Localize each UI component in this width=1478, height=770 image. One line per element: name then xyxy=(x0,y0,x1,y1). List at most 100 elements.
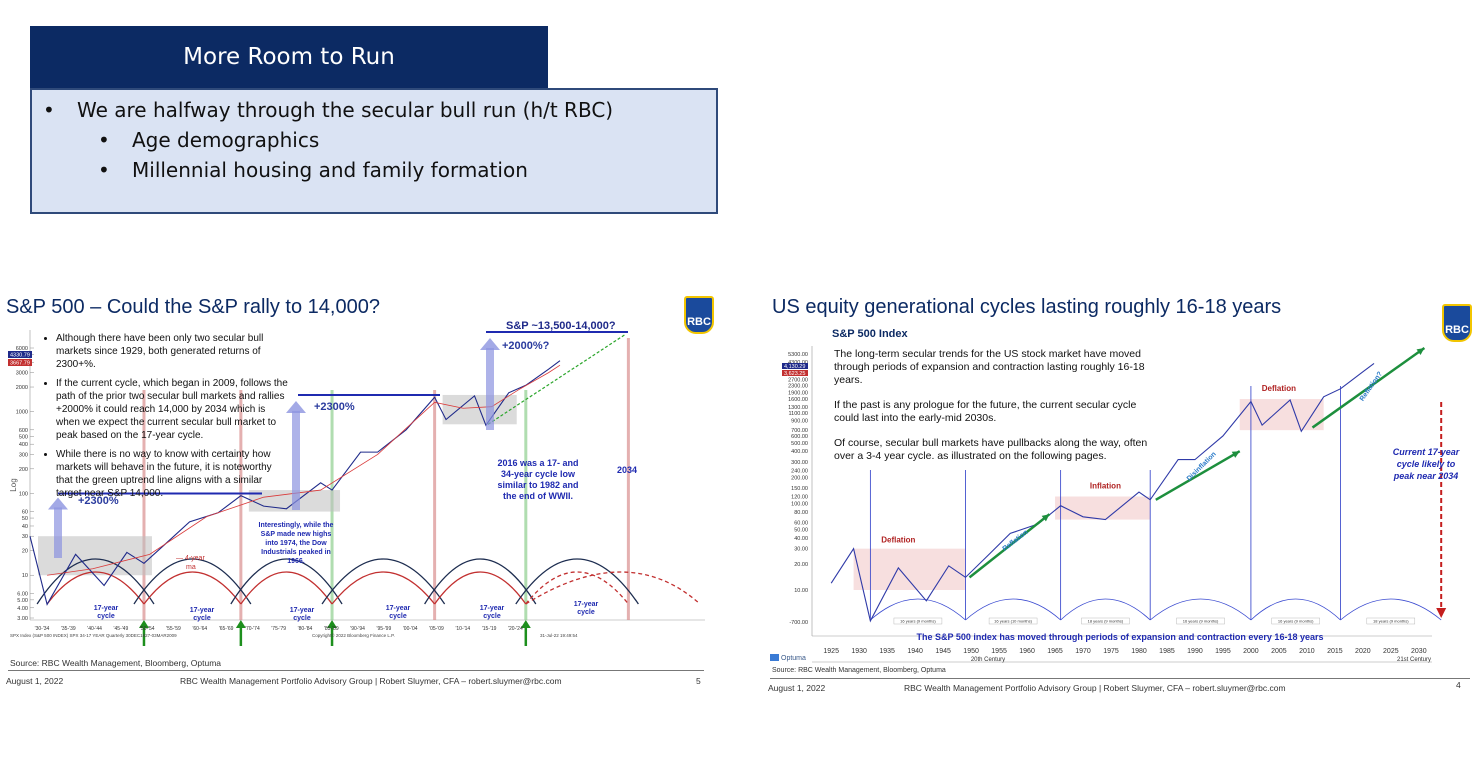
cycle-arc xyxy=(1340,598,1442,621)
target-label: S&P ~13,500-14,000? xyxy=(506,320,616,332)
cycle-low-arrow-head xyxy=(235,620,246,628)
x-tick-label: '45-'49 xyxy=(114,626,129,632)
y-tick-label: 300 xyxy=(19,452,28,458)
cycle-duration-label: 16 years (9 months) xyxy=(1183,619,1219,624)
cycle-arc xyxy=(965,598,1061,621)
uptrend-line xyxy=(487,333,627,425)
dow-note: Industrials peaked in xyxy=(261,549,331,556)
gain-arrow-head xyxy=(48,497,68,510)
x-tick-label: 2030 xyxy=(1411,648,1427,655)
y-tick-label: 1300.00 xyxy=(788,405,808,411)
y-tick-label: 120.00 xyxy=(791,495,808,501)
price-tag-blue xyxy=(8,351,32,358)
y-tick-label: 60 xyxy=(22,510,28,516)
note-3: While there is no way to know with certa… xyxy=(56,448,290,500)
cycle-arc-red xyxy=(331,571,436,605)
cycle-duration-label: 18 years (9 months) xyxy=(1373,619,1409,624)
text-block-3: Of course, secular bull markets have pul… xyxy=(834,437,1148,462)
x-tick-label: '40-'44 xyxy=(87,626,102,632)
y-tick-label: 2000 xyxy=(16,385,28,391)
x-tick-label: '50-'54 xyxy=(140,626,155,632)
regime-box xyxy=(1239,399,1324,431)
cycle-arc-red xyxy=(240,571,333,605)
price-tag-red xyxy=(8,359,32,366)
peak-2034-arrow-head xyxy=(1436,608,1447,618)
x-tick-label: '65-'69 xyxy=(219,626,234,632)
optuma-brand: Optuma xyxy=(781,655,806,662)
peak-note: peak near 2034 xyxy=(1393,471,1459,481)
gain-label: +2300% xyxy=(78,495,119,507)
cycle-arc-navy xyxy=(230,558,343,605)
century-label: 21st Century xyxy=(1397,657,1431,663)
y-tick-label: 700.00 xyxy=(791,428,808,434)
cycle-band xyxy=(524,390,528,620)
page-left: 5 xyxy=(696,676,701,686)
regime-box xyxy=(1055,496,1151,520)
cycle-label: 17-year xyxy=(386,605,411,612)
reflation-arrow xyxy=(968,513,1051,579)
x-tick-label: 1965 xyxy=(1047,648,1063,655)
x-tick-label: '00-'04 xyxy=(403,626,418,632)
y-tick-label: 4300.00 xyxy=(788,360,808,366)
y-tick-label: 6.00 xyxy=(17,591,28,597)
y-tick-label: 600.00 xyxy=(791,434,808,440)
y-tick-label: 400 xyxy=(19,442,28,448)
x-tick-label: '30-'34 xyxy=(35,626,50,632)
x-tick-label: 1955 xyxy=(991,648,1007,655)
y-tick-label: 500.00 xyxy=(791,441,808,447)
y-tick-label: 60.00 xyxy=(794,521,808,527)
cycle-label: cycle xyxy=(97,613,115,620)
x-tick-label: 1930 xyxy=(851,648,867,655)
cycle-band xyxy=(142,390,146,620)
regime-label: Deflation xyxy=(1262,384,1296,393)
x-tick-label: 2005 xyxy=(1271,648,1287,655)
slide-title: More Room to Run xyxy=(30,26,548,88)
x-tick-label: 1985 xyxy=(1159,648,1175,655)
cycle-low-arrow-head xyxy=(520,620,531,628)
cycle-label-box xyxy=(1271,617,1320,625)
cycle-arc-navy xyxy=(515,558,639,605)
x-tick-label: 2000 xyxy=(1243,648,1259,655)
footer-left: RBC Wealth Management Portfolio Advisory… xyxy=(180,676,562,686)
chart-left-title: S&P 500 – Could the S&P rally to 14,000? xyxy=(6,296,380,318)
cycle-label: 17-year xyxy=(190,607,215,614)
cycle-duration-label: 18 years (9 months) xyxy=(1088,619,1124,624)
x-tick-label: 1945 xyxy=(935,648,951,655)
x-tick-label: 1995 xyxy=(1215,648,1231,655)
x-tick-label: 1925 xyxy=(823,648,839,655)
optuma-logo-icon xyxy=(770,654,779,661)
y-tick-label: 3000 xyxy=(16,371,28,377)
x-tick-label: 2015 xyxy=(1327,648,1343,655)
y-axis-label: Log xyxy=(9,478,18,491)
chart-right-title: US equity generational cycles lasting ro… xyxy=(772,296,1282,318)
price-tag-red-label: 3,623.25 xyxy=(784,371,805,377)
bullet-3: • Millennial housing and family formation xyxy=(98,158,528,182)
cycle-low-arrow-head xyxy=(138,620,149,628)
dow-note: Interestingly, while the xyxy=(259,522,334,529)
y-tick-label: 40 xyxy=(22,524,28,530)
cycle-duration-label: 16 years (10 months) xyxy=(994,619,1032,624)
y-tick-label: 1600.00 xyxy=(788,397,808,403)
y-tick-label: 150.00 xyxy=(791,486,808,492)
y-tick-label: 400.00 xyxy=(791,449,808,455)
y-tick-label: 50 xyxy=(22,516,28,522)
source-right: Source: RBC Wealth Management, Bloomberg… xyxy=(772,667,946,674)
text-block-2: If the past is any prologue for the futu… xyxy=(834,399,1137,424)
chart-panel-left: S&P 500 – Could the S&P rally to 14,000?… xyxy=(0,290,714,690)
bottom-note: Copyright© 2022 Bloomberg Finance L.P. xyxy=(312,632,395,638)
y-tick-label: 2700.00 xyxy=(788,377,808,383)
century-label: 20th Century xyxy=(971,657,1005,663)
x-tick-label: '60-'64 xyxy=(192,626,207,632)
gain-arrow-head xyxy=(480,338,500,350)
footer-right: RBC Wealth Management Portfolio Advisory… xyxy=(904,683,1286,693)
cycle-label-box xyxy=(893,617,943,625)
y-tick-label: 80.00 xyxy=(794,510,808,516)
y-tick-label: -700.00 xyxy=(789,620,808,626)
cycle-low-note: the end of WWII. xyxy=(503,491,573,501)
reflation-arrow-head xyxy=(1041,514,1050,522)
moving-average-line xyxy=(47,364,561,576)
cycle-arc-red xyxy=(434,571,527,605)
bullet-2: • Age demographics xyxy=(98,128,320,152)
bottom-note: SPX Index (S&P 500 INDEX) SPX 34-17 YEAR… xyxy=(10,633,177,638)
y-tick-label: 200.00 xyxy=(791,475,808,481)
